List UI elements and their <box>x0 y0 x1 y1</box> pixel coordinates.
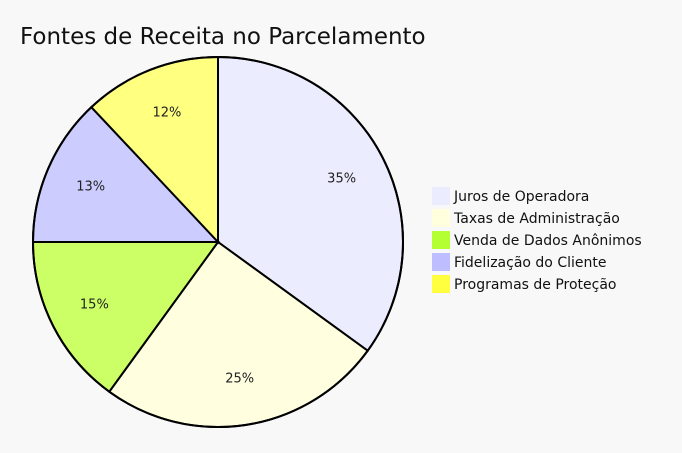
legend-swatch-taxas-de-administracao <box>432 209 450 227</box>
pie-outline <box>32 56 404 428</box>
legend-label-venda-de-dados-anonimos: Venda de Dados Anônimos <box>454 233 642 249</box>
legend-label-juros-de-operadora: Juros de Operadora <box>453 189 589 205</box>
legend-label-fidelizacao-do-cliente: Fidelização do Cliente <box>454 255 606 271</box>
slice-label-juros-de-operadora: 35% <box>327 172 356 187</box>
slice-label-venda-de-dados-anonimos: 15% <box>80 297 109 312</box>
legend-swatch-venda-de-dados-anonimos <box>432 231 450 249</box>
legend-label-programas-de-protecao: Programas de Proteção <box>454 277 617 293</box>
pie-slice-labels: 35% 25% 15% 13% 12% <box>76 105 356 386</box>
legend-swatch-fidelizacao-do-cliente <box>432 253 450 271</box>
chart-title: Fontes de Receita no Parcelamento <box>20 24 426 50</box>
legend: Juros de Operadora Taxas de Administração… <box>432 187 642 293</box>
slice-label-programas-de-protecao: 12% <box>152 105 181 120</box>
legend-swatch-programas-de-protecao <box>432 275 450 293</box>
pie-slices <box>31 55 404 428</box>
slice-label-fidelizacao-do-cliente: 13% <box>76 179 105 194</box>
legend-label-taxas-de-administracao: Taxas de Administração <box>453 211 620 227</box>
slice-label-taxas-de-administracao: 25% <box>225 372 254 387</box>
legend-swatch-juros-de-operadora <box>432 187 450 205</box>
